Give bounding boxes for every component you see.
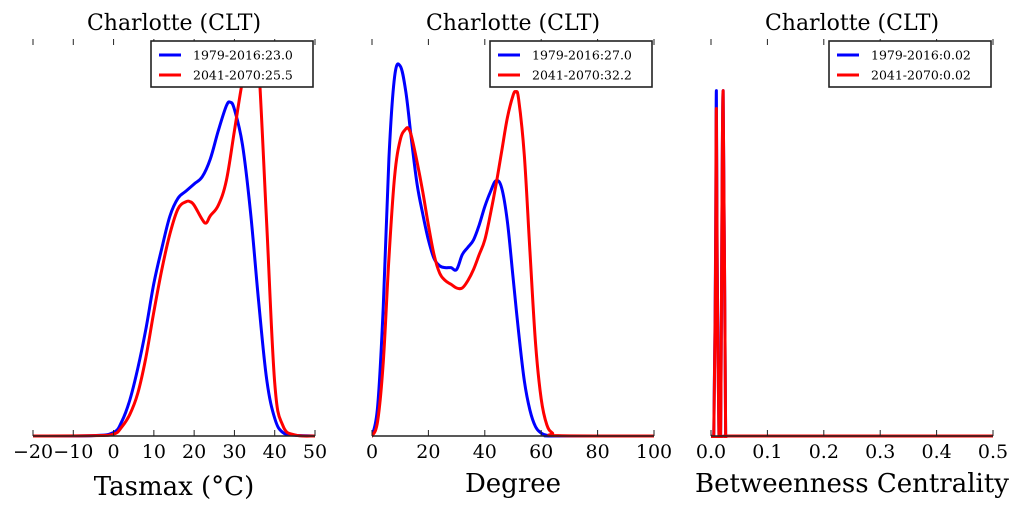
x-tick-label: 30 [222, 441, 246, 463]
series-line-future [372, 90, 654, 438]
series-layer [711, 89, 993, 438]
legend: 1979-2016:0.02 2041-2070:0.02 [828, 40, 992, 88]
x-tick-label: 0.3 [865, 441, 895, 463]
legend-label: 2041-2070:0.02 [871, 68, 971, 83]
subplot-degree: Charlotte (CLT) 0 20 40 60 80 100 Degree 1979… [366, 11, 672, 499]
x-tick-label: 0 [366, 441, 378, 463]
x-axis-label: Betweenness Centrality [695, 469, 1009, 499]
legend-label: 1979-2016:0.02 [871, 48, 971, 63]
legend: 1979-2016:27.0 2041-2070:32.2 [489, 40, 653, 88]
x-tick-label: 20 [182, 441, 206, 463]
x-tick-label: 0.4 [921, 441, 951, 463]
series-line-historical [372, 62, 654, 438]
x-tick-label: 80 [586, 441, 610, 463]
x-tick-label: 60 [529, 441, 553, 463]
subplot-title: Charlotte (CLT) [87, 11, 261, 36]
series-line-future [711, 89, 993, 438]
series-layer [372, 62, 654, 438]
legend-label: 2041-2070:25.5 [193, 68, 293, 83]
x-tick-label: 20 [416, 441, 440, 463]
legend: 1979-2016:23.0 2041-2070:25.5 [150, 40, 314, 88]
x-tick-label: 0.1 [752, 441, 782, 463]
x-tick-label: 10 [142, 441, 166, 463]
subplot-tasmax: Charlotte (CLT) −20 −10 0 10 20 30 40 50 Tasmax… [13, 11, 327, 502]
series-line-future [33, 41, 315, 438]
legend-label: 1979-2016:23.0 [193, 48, 293, 63]
x-tick-label: 0.2 [809, 441, 839, 463]
series-line-historical [33, 100, 315, 438]
legend-box [828, 40, 992, 88]
x-tick-label: 40 [473, 441, 497, 463]
legend-box [150, 40, 314, 88]
x-axis: 0 20 40 60 80 100 [366, 39, 672, 463]
x-tick-label: 40 [263, 441, 287, 463]
legend-label: 1979-2016:27.0 [532, 48, 632, 63]
legend-label: 2041-2070:32.2 [532, 68, 632, 83]
x-axis-label: Tasmax (°C) [94, 472, 254, 502]
legend-box [489, 40, 653, 88]
x-axis: −20 −10 0 10 20 30 40 50 [13, 39, 327, 463]
x-axis: 0.0 0.1 0.2 0.3 0.4 0.5 [696, 39, 1008, 463]
subplot-title: Charlotte (CLT) [765, 11, 939, 36]
x-tick-label: 0.0 [696, 441, 726, 463]
subplot-betweenness: Charlotte (CLT) 0.0 0.1 0.2 0.3 0.4 0.5 Betwe… [695, 11, 1009, 499]
x-tick-label: −10 [53, 441, 93, 463]
subplot-title: Charlotte (CLT) [426, 11, 600, 36]
x-tick-label: 50 [303, 441, 327, 463]
x-tick-label: −20 [13, 441, 53, 463]
x-tick-label: 0 [108, 441, 120, 463]
series-layer [33, 41, 315, 438]
x-tick-label: 0.5 [978, 441, 1008, 463]
x-axis-label: Degree [465, 469, 561, 499]
x-tick-label: 100 [636, 441, 672, 463]
